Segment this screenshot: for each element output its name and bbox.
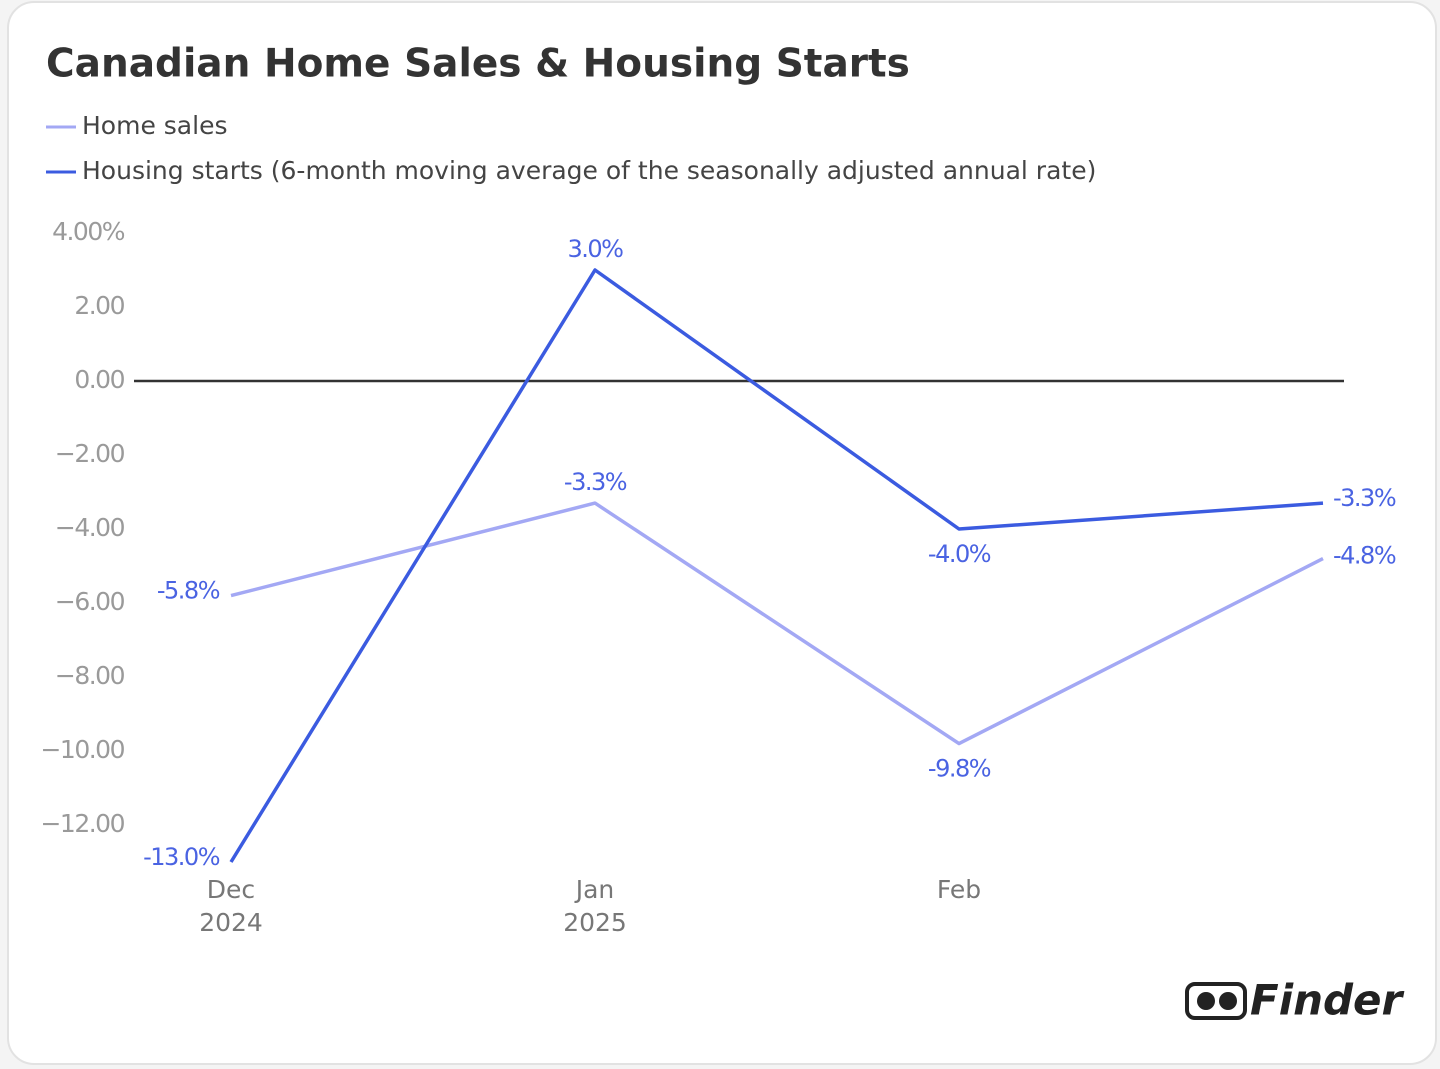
data-label: -13.0% [143, 843, 220, 871]
chart-title: Canadian Home Sales & Housing Starts [46, 42, 910, 87]
logo: Finder [1185, 976, 1405, 1025]
y-tick-label: −6.00 [55, 587, 125, 616]
logo-eye [1197, 992, 1215, 1010]
logo-icon [1185, 982, 1247, 1020]
y-tick-label: 0.00 [74, 365, 124, 394]
legend-label: Home sales [82, 111, 227, 140]
y-tick-label: −8.00 [55, 661, 125, 690]
data-label: 3.0% [568, 235, 624, 263]
data-label: -3.3% [564, 468, 627, 496]
x-tick-label: Jan [574, 875, 615, 904]
legend-label: Housing starts (6-month moving average o… [82, 156, 1096, 185]
card [7, 1, 1437, 1065]
y-tick-label: −10.00 [40, 735, 124, 764]
data-label: -9.8% [928, 755, 991, 783]
series-line [230, 501, 1324, 746]
logo-eye [1219, 992, 1237, 1010]
x-tick-label: 2024 [199, 908, 263, 937]
data-label: -3.3% [1333, 484, 1396, 512]
x-tick-label: Dec [207, 875, 255, 904]
data-label: -4.8% [1333, 542, 1396, 570]
data-label: -5.8% [157, 577, 220, 605]
y-tick-label: 2.00 [74, 291, 124, 320]
y-tick-label: −12.00 [40, 809, 124, 838]
y-tick-label: −4.00 [55, 513, 125, 542]
series-line [229, 268, 1324, 863]
y-tick-label: −2.00 [55, 439, 125, 468]
x-tick-label: 2025 [563, 908, 627, 937]
y-tick-label: 4.00% [52, 217, 125, 246]
data-label: -4.0% [928, 540, 991, 568]
logo-text: Finder [1250, 976, 1405, 1025]
x-tick-label: Feb [937, 875, 981, 904]
